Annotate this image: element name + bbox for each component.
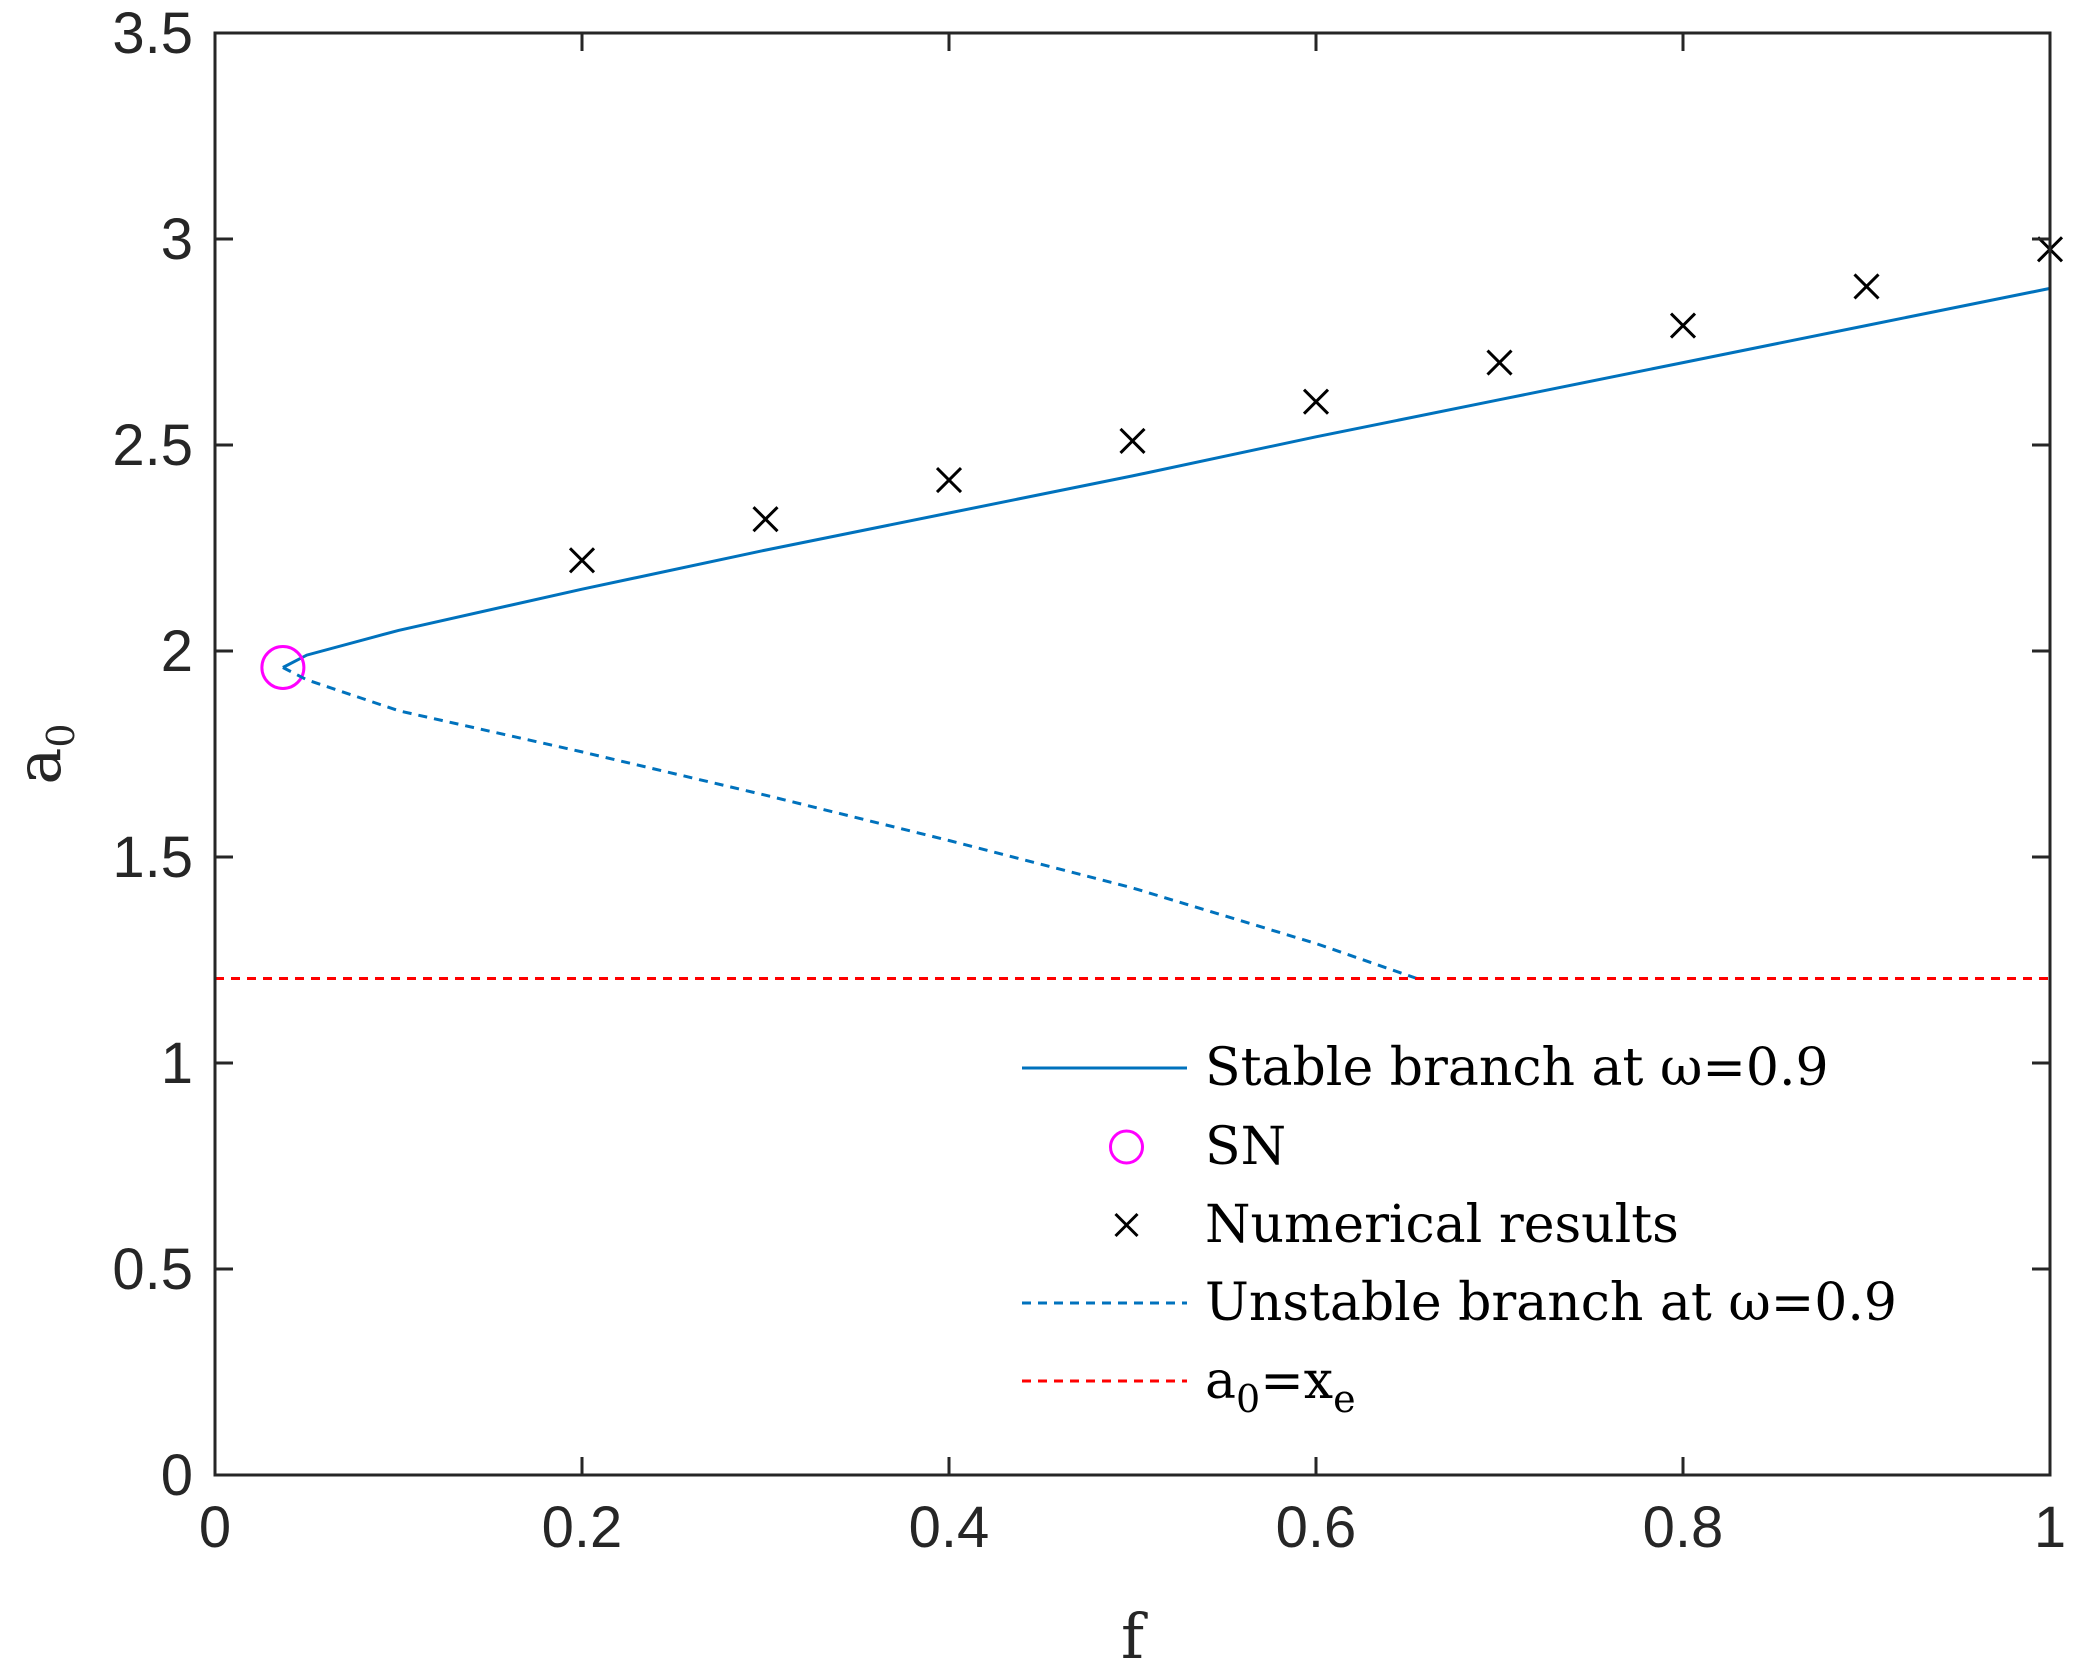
y-tick-label: 0 — [161, 1443, 193, 1508]
x-axis-label: f — [1121, 1600, 1148, 1670]
y-axis-label: a0 — [2, 723, 83, 784]
y-tick-label: 0.5 — [112, 1237, 193, 1302]
x-tick-label: 1 — [2034, 1495, 2066, 1560]
y-tick-label: 1.5 — [112, 825, 193, 890]
legend-x-mark — [1114, 1212, 1139, 1238]
y-axis-label-main: a — [2, 748, 75, 785]
numerical-point — [568, 547, 596, 574]
numerical-point — [1669, 312, 1697, 339]
legend-entry-numerical: Numerical results — [1114, 1195, 1679, 1255]
series-line-stable — [282, 286, 2051, 669]
numerical-point — [1119, 427, 1146, 454]
legend-label-stable: Stable branch at ω=0.9 — [1205, 1038, 1829, 1098]
legend-entry-sn: SN — [1109, 1117, 1286, 1177]
y-tick-label: 1 — [161, 1031, 193, 1096]
numerical-point — [1302, 388, 1330, 415]
legend-swatch-numerical — [1114, 1212, 1139, 1238]
legend-entry-threshold: a0=xe — [1022, 1351, 1356, 1421]
y-axis-label-sub: 0 — [39, 723, 83, 747]
numerical-point — [935, 466, 963, 494]
x-tick-label: 0.8 — [1643, 1495, 1724, 1560]
numerical-point — [752, 506, 779, 533]
y-tick-label: 3.5 — [112, 1, 193, 66]
legend-entry-unstable: Unstable branch at ω=0.9 — [1022, 1273, 1897, 1333]
x-tick-label: 0 — [199, 1495, 231, 1560]
legend-label-sn: SN — [1205, 1117, 1286, 1177]
legend-label-threshold: a0=xe — [1205, 1351, 1356, 1421]
legend: Stable branch at ω=0.9 SN Numerical resu… — [1022, 1038, 1897, 1421]
legend-entry-stable: Stable branch at ω=0.9 — [1022, 1038, 1829, 1098]
numerical-point — [1853, 273, 1880, 300]
series-line-unstable — [282, 666, 1418, 980]
x-tick-label: 0.6 — [1276, 1495, 1357, 1560]
axis-ticks: 0 0.2 0.4 0.6 0.8 1 0 0.5 1 1.5 2 2.5 3 3.5 — [112, 1, 2066, 1560]
y-tick-label: 2 — [161, 619, 193, 684]
sn-point — [260, 644, 306, 690]
numerical-point — [1486, 349, 1513, 376]
legend-swatch-sn — [1109, 1129, 1144, 1165]
y-tick-label: 2.5 — [112, 413, 193, 478]
x-tick-label: 0.2 — [542, 1495, 623, 1560]
legend-label-numerical: Numerical results — [1205, 1195, 1679, 1255]
y-tick-label: 3 — [161, 207, 193, 272]
plot-frame — [213, 31, 2052, 1477]
x-tick-label: 0.4 — [909, 1495, 990, 1560]
plot-marks — [215, 236, 2064, 980]
legend-label-unstable: Unstable branch at ω=0.9 — [1205, 1273, 1897, 1333]
